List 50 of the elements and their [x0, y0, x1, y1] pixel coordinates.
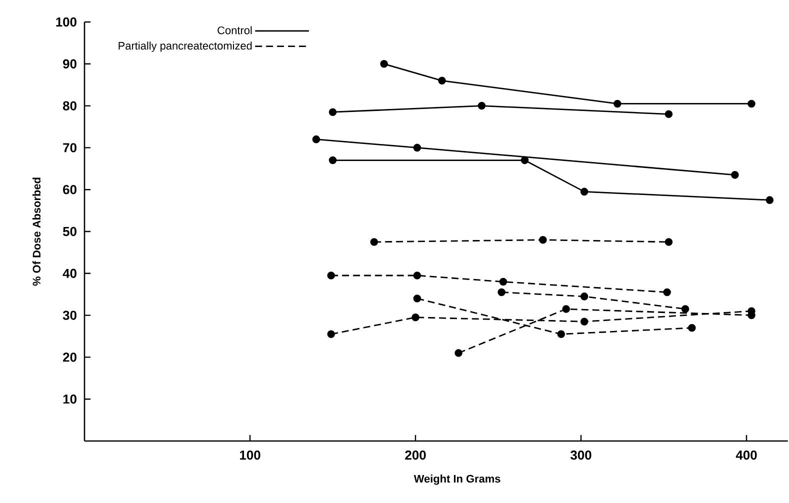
point: [664, 110, 673, 118]
legend-label: Partially pancreatectomized: [118, 42, 252, 52]
point: [328, 156, 337, 164]
point: [328, 108, 337, 116]
y-axis-title: % Of Dose Absorbed: [32, 178, 41, 286]
point: [438, 76, 446, 85]
y-tick-label: 40: [62, 268, 76, 278]
y-tick-label: 50: [62, 226, 76, 236]
point: [454, 349, 462, 357]
x-tick-label: 300: [570, 450, 592, 460]
y-tick-label: 80: [62, 101, 76, 110]
point: [370, 238, 378, 246]
y-tick-label: 90: [63, 59, 76, 68]
point: [748, 100, 756, 108]
point: [688, 324, 696, 332]
point: [498, 288, 506, 296]
point: [520, 156, 529, 164]
y-tick-label: 70: [63, 143, 76, 152]
y-tick-label: 10: [63, 394, 76, 404]
x-tick-label: 100: [240, 450, 260, 460]
point: [478, 102, 486, 110]
x-tick-label: 200: [405, 450, 426, 460]
y-tick-label: 30: [62, 310, 76, 320]
point: [312, 135, 320, 144]
point: [413, 144, 422, 152]
point: [664, 238, 673, 246]
point: [539, 236, 547, 244]
point: [580, 188, 588, 196]
y-tick-label: 60: [63, 185, 76, 194]
point: [380, 60, 388, 68]
point: [562, 305, 570, 313]
point: [614, 100, 622, 108]
point: [663, 288, 671, 296]
point: [731, 171, 739, 179]
x-tick-label: 400: [736, 450, 757, 460]
point: [557, 330, 566, 338]
point: [327, 272, 335, 280]
point: [499, 278, 508, 286]
point: [766, 196, 774, 204]
point: [580, 292, 588, 300]
point: [413, 294, 422, 302]
point: [681, 305, 690, 313]
point: [327, 330, 335, 338]
legend-label: Control: [218, 26, 252, 34]
point: [412, 314, 420, 322]
y-tick-label: 20: [63, 352, 76, 362]
x-axis-title: Weight In Grams: [414, 474, 500, 485]
point: [580, 318, 588, 326]
point: [413, 272, 422, 280]
y-tick-label: 100: [56, 17, 76, 27]
